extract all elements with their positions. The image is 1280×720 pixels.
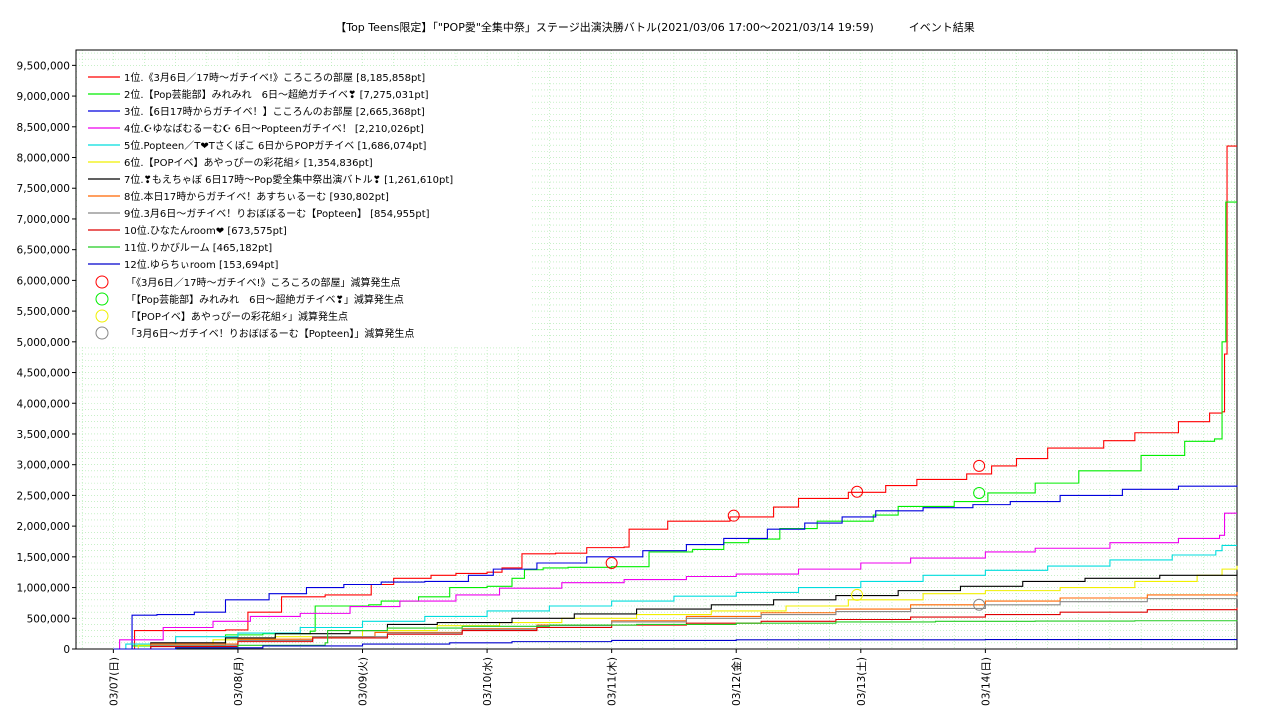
- plot-frame: [75, 49, 1238, 650]
- x-tick-label: 03/08(月): [233, 657, 245, 706]
- x-tick-label: 03/07(日): [108, 657, 120, 706]
- penalty-marker-4: [973, 598, 986, 611]
- y-tick-label: 4,000,000: [17, 398, 70, 410]
- y-tick-label: 0: [63, 644, 70, 656]
- y-tick-label: 9,000,000: [17, 91, 70, 103]
- legend-label-2: 2位.【Pop芸能部】みれみれ 6日〜超絶ガチイベ❣ [7,275,031pt]: [124, 88, 429, 101]
- series-line-1: [113, 145, 1237, 650]
- penalty-marker-1: [727, 509, 740, 522]
- legend-label-5: 5位.Popteen／T❤Tさくぽこ 6日からPOPガチイベ [1,686,07…: [124, 139, 427, 152]
- y-tick-label: 5,000,000: [17, 337, 70, 349]
- penalty-marker-1: [973, 459, 986, 472]
- legend-label-4: 4位.☪ゆなばむるーむ☪ 6日〜Popteenガチイベ！ [2,210,026p…: [124, 122, 424, 135]
- y-tick-label: 7,500,000: [17, 183, 70, 195]
- y-tick-label: 1,500,000: [17, 552, 70, 564]
- series-line-10: [113, 607, 1238, 650]
- legend-label-8: 8位.本日17時からガチイベ！あすちぃるーむ [930,802pt]: [124, 190, 389, 203]
- y-tick-label: 6,000,000: [17, 275, 70, 287]
- legend-label-10: 10位.ひなたんroom❤ [673,575pt]: [124, 224, 287, 237]
- legend-marker-3: [95, 309, 109, 323]
- series-line-11: [113, 620, 1238, 650]
- penalty-marker-2: [973, 486, 986, 499]
- chart-title: 【Top Teens限定】「"POP愛"全集中祭」ステージ出演決勝バトル(202…: [335, 21, 975, 34]
- y-tick-label: 6,500,000: [17, 245, 70, 257]
- x-tick-label: 03/13(土): [855, 657, 868, 706]
- legend-label-11: 11位.りかびルーム [465,182pt]: [124, 241, 272, 254]
- y-tick-label: 4,500,000: [17, 368, 70, 380]
- y-tick-label: 7,000,000: [17, 214, 70, 226]
- penalty-marker-3: [851, 588, 864, 601]
- legend-label-9: 9位.3月6日〜ガチイベ！りおぼぼるーむ【Popteen】 [854,955pt…: [124, 207, 430, 220]
- x-tick-label: 03/11(木): [607, 657, 619, 706]
- x-tick-label: 03/10(水): [482, 657, 494, 706]
- y-tick-label: 8,000,000: [17, 153, 70, 165]
- y-tick-label: 2,500,000: [17, 490, 70, 502]
- penalty-marker-1: [605, 556, 618, 569]
- legend-label-7: 7位.❣もえちゃぼ 6日17時〜Pop愛全集中祭出演バトル❣ [1,261,61…: [124, 173, 453, 186]
- legend-label-6: 6位.【POPイベ】あやっぴーの彩花組⚡ [1,354,836pt]: [124, 156, 373, 169]
- legend-label-12: 12位.ゆらちぃroom [153,694pt]: [124, 258, 278, 271]
- legend-marker-1: [95, 275, 109, 289]
- series-line-5: [113, 544, 1237, 650]
- legend-marker-2: [95, 292, 109, 306]
- legend-marker-label-1: 「《3月6日／17時〜ガチイベ!》ころころの部屋」減算発生点: [126, 276, 400, 289]
- legend-marker-label-4: 「3月6日〜ガチイベ！りおぼぼるーむ【Popteen】」減算発生点: [126, 327, 414, 340]
- series-line-12: [113, 639, 1238, 650]
- legend-label-1: 1位.《3月6日／17時〜ガチイベ!》ころころの部屋 [8,185,858pt]: [124, 71, 425, 84]
- y-tick-label: 3,000,000: [17, 460, 70, 472]
- legend-box: [77, 67, 532, 345]
- legend-marker-4: [95, 326, 109, 340]
- y-tick-label: 500,000: [27, 613, 70, 625]
- series-line-4: [113, 512, 1237, 650]
- legend-marker-label-3: 「【POPイベ】あやっぴーの彩花組⚡」減算発生点: [126, 310, 348, 323]
- series-line-2: [113, 201, 1237, 650]
- y-tick-label: 1,000,000: [17, 583, 70, 595]
- legend-label-3: 3位.【6日17時からガチイベ！】こころんのお部屋 [2,665,368pt]: [124, 105, 425, 118]
- y-tick-label: 8,500,000: [17, 122, 70, 134]
- series-line-7: [113, 571, 1238, 650]
- y-tick-label: 2,000,000: [17, 521, 70, 533]
- x-tick-label: 03/12(金): [730, 657, 743, 706]
- series-line-3: [113, 485, 1238, 650]
- penalty-marker-1: [851, 485, 864, 498]
- x-tick-label: 03/09(火): [358, 657, 370, 706]
- legend-marker-label-2: 「【Pop芸能部】みれみれ 6日〜超絶ガチイベ❣」減算発生点: [126, 293, 404, 306]
- y-tick-label: 3,500,000: [17, 429, 70, 441]
- x-tick-label: 03/14(日): [980, 657, 992, 706]
- y-tick-label: 9,500,000: [17, 60, 70, 72]
- y-tick-label: 5,500,000: [17, 306, 70, 318]
